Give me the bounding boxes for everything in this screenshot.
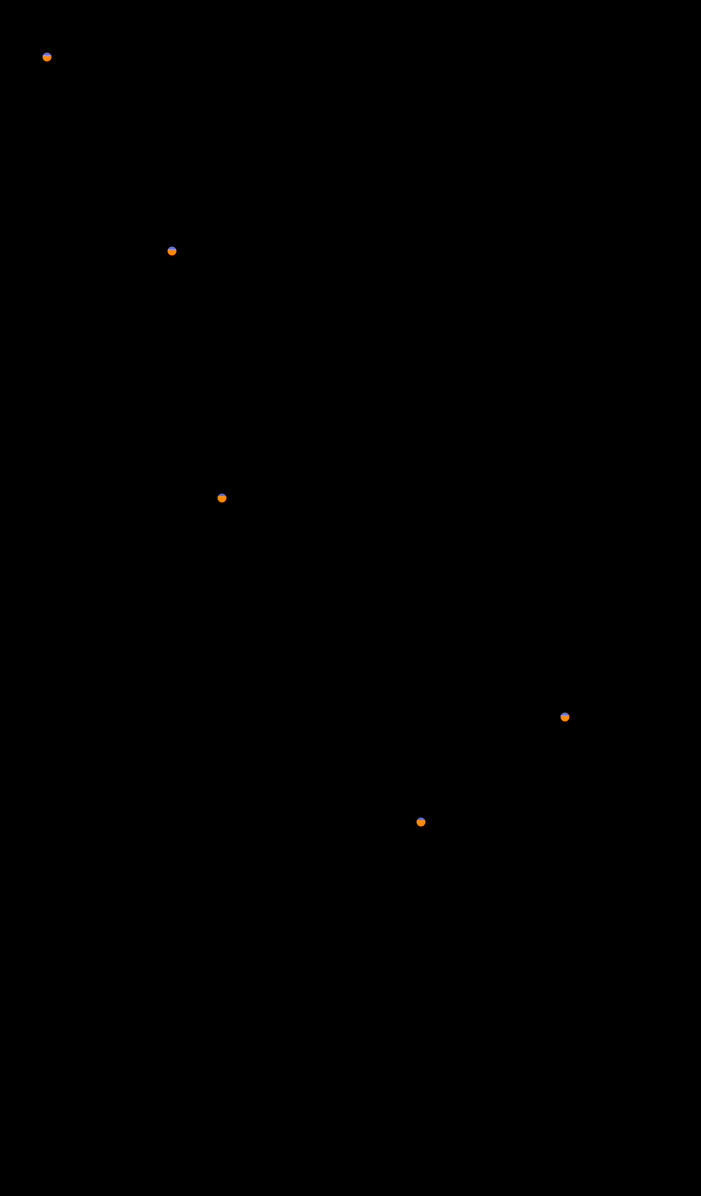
scatter-point-0 [43, 53, 52, 62]
scatter-point-2 [218, 494, 227, 503]
scatter-point-4 [417, 818, 426, 827]
scatter-point-3 [561, 713, 570, 722]
scatter-point-1 [168, 247, 177, 256]
scatter-canvas [0, 0, 701, 1196]
